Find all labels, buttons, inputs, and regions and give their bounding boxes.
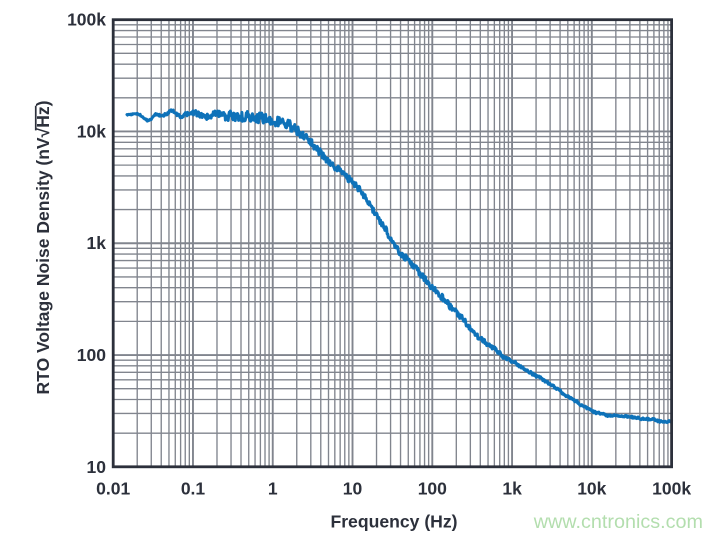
svg-text:10k: 10k: [77, 122, 106, 142]
svg-text:0.1: 0.1: [181, 479, 206, 499]
svg-text:10: 10: [343, 479, 363, 499]
svg-text:1: 1: [268, 479, 278, 499]
svg-text:www.cntronics.com: www.cntronics.com: [533, 511, 703, 533]
svg-text:Frequency (Hz): Frequency (Hz): [330, 512, 457, 532]
svg-text:10: 10: [87, 457, 107, 477]
svg-text:100: 100: [77, 345, 106, 365]
svg-text:1k: 1k: [87, 233, 107, 253]
svg-text:100: 100: [418, 479, 447, 499]
svg-text:RTO Voltage Noise Density (nV√: RTO Voltage Noise Density (nV√Hz): [33, 101, 53, 395]
svg-text:10k: 10k: [577, 479, 606, 499]
svg-text:100k: 100k: [67, 10, 106, 30]
svg-text:100k: 100k: [652, 479, 691, 499]
svg-text:0.01: 0.01: [96, 479, 130, 499]
svg-text:1k: 1k: [502, 479, 522, 499]
